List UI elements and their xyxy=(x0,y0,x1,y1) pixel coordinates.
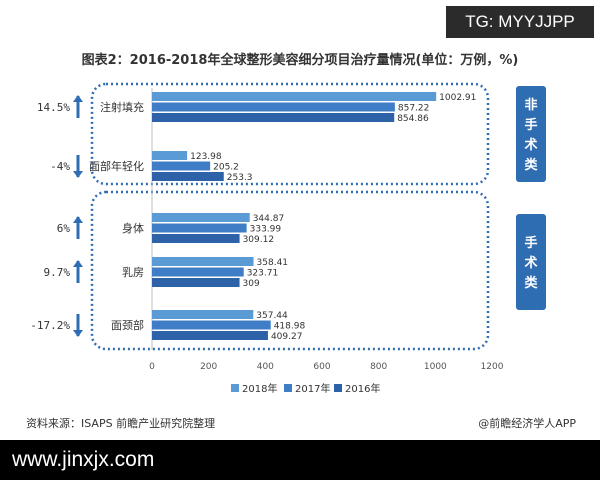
value-label-3-2: 333.99 xyxy=(250,225,282,235)
bar-3-1 xyxy=(152,213,250,222)
bar-3-2 xyxy=(152,223,247,233)
source-note: 资料来源：ISAPS 前瞻产业研究院整理 xyxy=(26,417,216,430)
legend-swatch-1 xyxy=(231,384,239,392)
bar-4-1 xyxy=(152,257,254,266)
x-tick-label-5: 800 xyxy=(370,362,387,372)
value-label-3-3: 309.12 xyxy=(243,235,274,245)
tg-badge: TG: MYYJJPP xyxy=(446,6,594,38)
bar-1-1 xyxy=(152,92,437,101)
bar-3-3 xyxy=(152,234,240,243)
category-label-4: 乳房 xyxy=(122,266,144,279)
group-box-1 xyxy=(90,82,490,186)
value-label-5-1: 357.44 xyxy=(256,311,288,321)
bar-1-2 xyxy=(152,102,395,112)
bar-5-1 xyxy=(152,310,254,319)
chart-canvas: 1002.91857.22854.86注射填充14.5%123.98205.22… xyxy=(30,82,546,395)
value-label-1-1: 1002.91 xyxy=(439,93,476,103)
change-label-5: -17.2% xyxy=(30,319,70,332)
value-label-5-2: 418.98 xyxy=(274,322,306,332)
bar-1-3 xyxy=(152,113,395,122)
change-arrow-head-1 xyxy=(73,95,83,102)
bar-2-1 xyxy=(152,151,188,160)
x-tick-label-4: 600 xyxy=(313,362,330,372)
category-label-1: 注射填充 xyxy=(100,100,144,114)
group-label-box-2 xyxy=(516,214,546,310)
category-label-3: 身体 xyxy=(122,221,144,235)
value-label-3-1: 344.87 xyxy=(253,214,285,224)
change-label-1: 14.5% xyxy=(37,101,70,114)
bar-4-2 xyxy=(152,267,244,277)
change-label-2: -4% xyxy=(50,160,70,173)
value-label-1-2: 857.22 xyxy=(398,104,430,114)
change-label-4: 9.7% xyxy=(44,266,71,279)
group-label-1: 非手术类 xyxy=(523,97,538,173)
group-box-2 xyxy=(90,190,490,351)
value-label-2-3: 253.3 xyxy=(227,173,253,183)
category-label-2: 面部年轻化 xyxy=(89,159,144,173)
value-label-1-3: 854.86 xyxy=(397,114,429,124)
legend-label-3: 2016年 xyxy=(345,382,380,395)
bar-5-2 xyxy=(152,320,271,330)
site-watermark: www.jinxjx.com xyxy=(0,440,600,480)
change-arrow-head-4 xyxy=(73,260,83,267)
x-tick-label-1: 0 xyxy=(149,362,155,372)
category-label-5: 面颈部 xyxy=(111,318,144,332)
brand-credit: @前瞻经济学人APP xyxy=(478,417,576,430)
legend-label-2: 2017年 xyxy=(295,382,330,395)
legend-label-1: 2018年 xyxy=(242,382,277,395)
change-arrow-head-2 xyxy=(73,171,83,178)
value-label-4-3: 309 xyxy=(243,279,260,289)
change-arrow-head-3 xyxy=(73,216,83,223)
x-tick-label-3: 400 xyxy=(257,362,274,372)
bar-2-2 xyxy=(152,161,211,171)
x-tick-label-7: 1200 xyxy=(481,362,504,372)
x-tick-label-2: 200 xyxy=(200,362,217,372)
change-arrow-head-5 xyxy=(73,330,83,337)
x-tick-label-6: 1000 xyxy=(424,362,447,372)
value-label-4-2: 323.71 xyxy=(247,269,279,279)
group-label-box-1 xyxy=(516,86,546,182)
change-label-3: 6% xyxy=(57,222,71,235)
value-label-2-1: 123.98 xyxy=(190,152,222,162)
bar-4-3 xyxy=(152,278,240,287)
bar-5-3 xyxy=(152,331,268,340)
group-label-2: 手术类 xyxy=(523,235,538,291)
legend-swatch-2 xyxy=(284,384,292,392)
value-label-4-1: 358.41 xyxy=(257,258,289,268)
bar-2-3 xyxy=(152,172,224,181)
value-label-5-3: 409.27 xyxy=(271,332,303,342)
value-label-2-2: 205.2 xyxy=(213,163,239,173)
legend-swatch-3 xyxy=(334,384,342,392)
chart-title: 图表2：2016-2018年全球整形美容细分项目治疗量情况(单位：万例，%) xyxy=(81,53,519,68)
